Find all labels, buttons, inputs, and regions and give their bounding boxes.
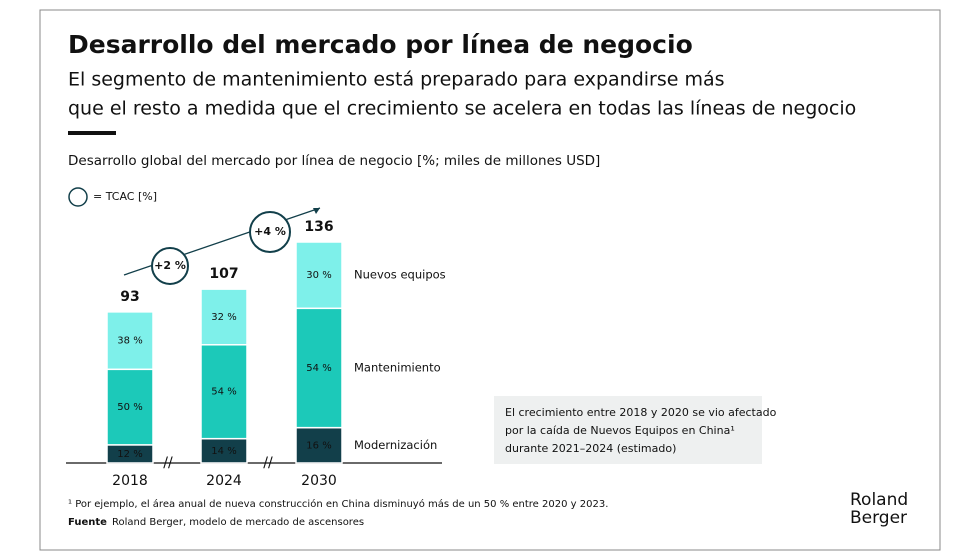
total-label: 136	[304, 219, 333, 235]
note-line: durante 2021–2024 (estimado)	[505, 442, 676, 455]
series-name: Nuevos equipos	[354, 268, 446, 282]
category-label: 2018	[112, 473, 148, 489]
note-line: por la caída de Nuevos Equipos en China¹	[505, 424, 735, 437]
frame	[39, 9, 941, 551]
segment-label: 14 %	[211, 446, 236, 457]
segment-label: 12 %	[117, 449, 142, 460]
legend-note: = TCAC [%]	[93, 190, 157, 203]
cagr-label: +4 %	[254, 225, 286, 238]
segment-label: 54 %	[211, 387, 236, 398]
rule	[68, 131, 116, 135]
bar-segment	[106, 311, 154, 371]
segment-label: 16 %	[306, 440, 331, 451]
chart-title: Desarrollo del mercado por línea de nego…	[68, 30, 693, 59]
chart-label: Desarrollo global del mercado por línea …	[68, 153, 600, 169]
brand: Berger	[850, 508, 907, 528]
footnote: ¹ Por ejemplo, el área anual de nueva co…	[68, 498, 608, 510]
brand: Roland	[850, 490, 908, 510]
category-label: 2024	[206, 473, 242, 489]
bar-segment	[106, 368, 154, 446]
source: Roland Berger, modelo de mercado de asce…	[112, 517, 364, 528]
segment-label: 30 %	[306, 270, 331, 281]
series-name: Mantenimiento	[354, 360, 441, 374]
segment-label: 50 %	[117, 402, 142, 413]
bar-segment	[295, 241, 343, 310]
cagr-label: +2 %	[154, 259, 186, 272]
segment-label: 38 %	[117, 336, 142, 347]
cagr-circle	[151, 247, 189, 285]
axis-break: //	[163, 455, 173, 471]
total-label: 93	[120, 289, 139, 305]
subtitle: El segmento de mantenimiento está prepar…	[68, 69, 725, 91]
cagr-circle	[249, 211, 291, 253]
subtitle: que el resto a medida que el crecimiento…	[68, 98, 856, 120]
legend-circle	[68, 187, 88, 207]
note-box	[494, 396, 762, 464]
note-line: El crecimiento entre 2018 y 2020 se vio …	[505, 406, 777, 419]
series-name: Modernización	[354, 438, 437, 452]
category-label: 2030	[301, 473, 337, 489]
source-label: Fuente	[68, 517, 107, 528]
bar-segment	[295, 307, 343, 429]
segment-label: 54 %	[306, 363, 331, 374]
arrow-head	[313, 208, 320, 214]
axis-break: //	[263, 455, 273, 471]
segment-label: 32 %	[211, 312, 236, 323]
bar-segment	[200, 288, 248, 346]
total-label: 107	[209, 266, 238, 282]
